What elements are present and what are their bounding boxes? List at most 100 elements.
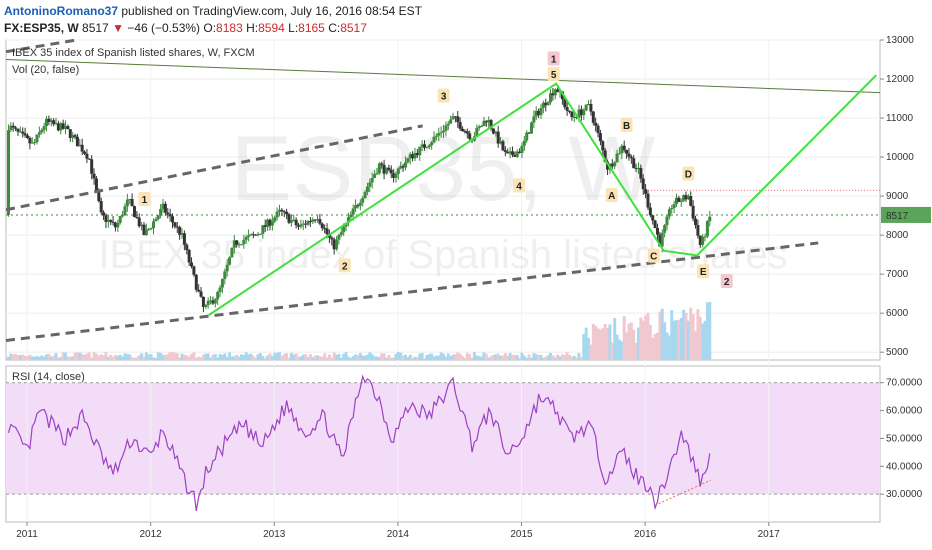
volume-bar xyxy=(644,315,648,360)
candle-body xyxy=(323,228,327,230)
volume-bar xyxy=(468,354,472,360)
volume-bar xyxy=(90,357,94,360)
candle-body xyxy=(90,159,94,174)
volume-bar xyxy=(394,353,398,360)
volume-bar xyxy=(201,354,205,360)
candle-body xyxy=(456,116,460,123)
volume-bar xyxy=(520,352,524,360)
volume-bar xyxy=(197,356,201,360)
candle-body xyxy=(308,221,312,223)
candle-body xyxy=(644,189,648,194)
volume-bar xyxy=(522,355,526,360)
candle-body xyxy=(182,233,186,245)
candle-body xyxy=(11,125,15,128)
channel-line xyxy=(5,59,881,94)
volume-bar xyxy=(194,357,198,360)
volume-bar xyxy=(408,354,412,360)
volume-bar xyxy=(442,353,446,360)
volume-bar xyxy=(453,353,457,360)
volume-bar xyxy=(603,324,607,360)
volume-bar xyxy=(223,353,227,360)
candle-body xyxy=(256,234,260,236)
candle-body xyxy=(392,173,396,178)
volume-bar xyxy=(166,354,170,360)
candle-body xyxy=(442,130,446,133)
candle-body xyxy=(406,158,410,163)
volume-bar xyxy=(396,352,400,360)
candle-body xyxy=(603,150,607,162)
candle-body xyxy=(639,167,643,179)
candle-body xyxy=(568,110,572,112)
candle-body xyxy=(458,122,462,129)
volume-bar xyxy=(430,353,434,360)
candle-body xyxy=(354,205,358,209)
volume-bar xyxy=(617,339,621,360)
volume-bar xyxy=(682,309,686,360)
volume-bar xyxy=(565,352,569,360)
volume-bar xyxy=(677,319,681,360)
candle-body xyxy=(287,214,291,223)
volume-bar xyxy=(228,352,232,360)
volume-bar xyxy=(273,352,277,360)
candle-body xyxy=(494,131,498,134)
wave-label-bg xyxy=(647,248,660,263)
candle-body xyxy=(522,140,526,146)
candle-body xyxy=(97,190,101,202)
candle-body xyxy=(292,219,296,221)
candle-body xyxy=(651,215,655,221)
candle-body xyxy=(503,150,507,152)
volume-bar xyxy=(563,354,567,360)
rsi-tick-label: 40.0000 xyxy=(886,461,923,472)
candle-body xyxy=(325,228,329,235)
channel-line xyxy=(5,241,819,342)
volume-bar xyxy=(292,354,296,360)
candle-body xyxy=(510,151,514,155)
candle-body xyxy=(380,163,384,165)
volume-bar xyxy=(384,357,388,360)
candle-body xyxy=(211,300,215,304)
candle-body xyxy=(154,219,158,222)
candle-body xyxy=(529,122,533,134)
candle-body xyxy=(113,222,117,228)
volume-bar xyxy=(297,356,301,360)
candle-body xyxy=(477,126,481,128)
volume-bar xyxy=(679,318,683,360)
wave-label-bg xyxy=(697,264,710,279)
candle-body xyxy=(313,219,317,221)
volume-bar xyxy=(477,356,481,360)
candle-body xyxy=(468,133,472,139)
candle-body xyxy=(520,145,524,153)
wave-label-bg xyxy=(138,192,151,206)
volume-bar xyxy=(672,320,676,360)
symbol-label[interactable]: FX:ESP35, W xyxy=(4,21,79,35)
candle-body xyxy=(513,154,517,157)
time-tick-label: 2011 xyxy=(16,529,38,540)
volume-bar xyxy=(636,327,640,360)
candle-body xyxy=(553,89,557,96)
volume-bar xyxy=(344,352,348,360)
volume-bar xyxy=(102,355,106,360)
volume-bar xyxy=(161,354,165,360)
volume-bar xyxy=(494,354,498,360)
volume-bar xyxy=(351,356,355,360)
candle-body xyxy=(684,195,688,200)
volume-bar xyxy=(349,357,353,360)
author-link[interactable]: AntoninoRomano37 xyxy=(4,4,118,18)
candle-body xyxy=(47,118,51,123)
volume-bar xyxy=(71,356,75,360)
volume-bar xyxy=(425,354,429,360)
candle-body xyxy=(330,237,334,240)
volume-bar xyxy=(154,357,158,360)
volume-bar xyxy=(213,354,217,360)
candle-body xyxy=(465,131,469,134)
candle-body xyxy=(87,158,91,160)
candle-body xyxy=(149,228,153,230)
candle-body xyxy=(361,198,365,203)
candle-body xyxy=(358,202,362,206)
volume-bar xyxy=(25,356,29,360)
candle-body xyxy=(130,198,134,207)
volume-bar xyxy=(40,355,44,360)
candle-body xyxy=(33,142,37,144)
volume-bar xyxy=(577,352,581,360)
